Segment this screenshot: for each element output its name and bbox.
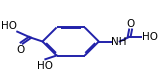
Text: HO: HO <box>142 32 158 42</box>
Text: NH: NH <box>111 37 127 46</box>
Text: HO: HO <box>0 21 16 31</box>
Text: O: O <box>126 19 135 29</box>
Text: O: O <box>17 45 25 55</box>
Text: HO: HO <box>37 61 53 71</box>
